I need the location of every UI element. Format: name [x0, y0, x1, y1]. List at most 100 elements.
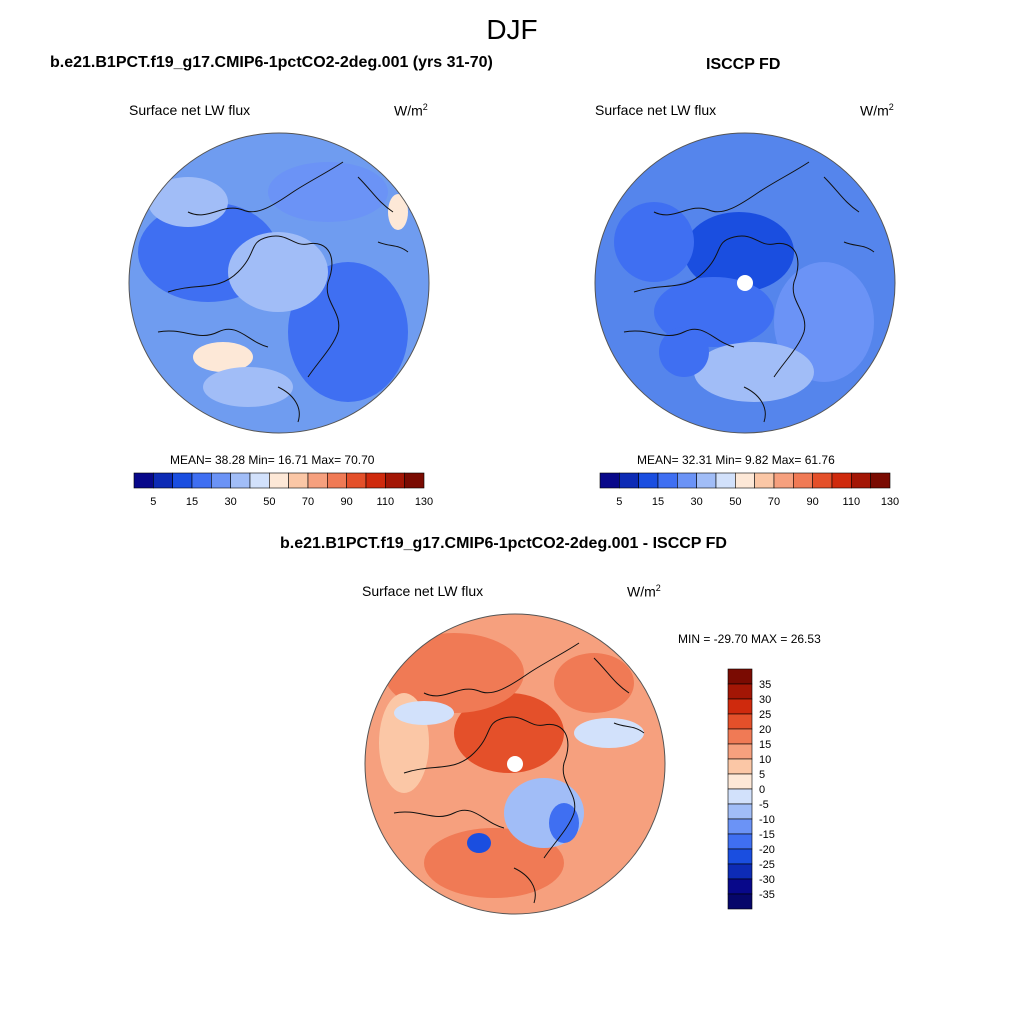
- colorbar-box: [870, 472, 891, 489]
- colorbar-tick-label: 70: [768, 496, 780, 508]
- map-field-contour: [394, 701, 454, 725]
- panel-model-title: b.e21.B1PCT.f19_g17.CMIP6-1pctCO2-2deg.0…: [50, 54, 493, 71]
- colorbar-box: [727, 683, 753, 700]
- panel-obs-units: W/m2: [860, 102, 894, 119]
- colorbar-tick-label: 110: [377, 496, 395, 508]
- colorbar-box: [133, 472, 154, 489]
- colorbar-box: [172, 472, 193, 489]
- coastline: [403, 716, 545, 774]
- missing-pole: [507, 756, 523, 772]
- map-field-contour: [454, 693, 564, 773]
- map-border: [364, 613, 666, 915]
- panel-model-variable: Surface net LW flux: [129, 102, 251, 118]
- colorbar-box: [727, 713, 753, 730]
- colorbar-box: [696, 472, 717, 489]
- map-border: [128, 132, 430, 434]
- colorbar-model: 5 15 30 50 70 90 110 130: [133, 472, 433, 508]
- colorbar-tick-label: 5: [150, 496, 156, 508]
- map-field-contour: [424, 828, 564, 898]
- colorbar-box: [715, 472, 736, 489]
- map-field-contour: [574, 718, 644, 748]
- colorbar-box: [727, 758, 753, 775]
- colorbar-box: [365, 472, 386, 489]
- colorbar-tick-label: -30: [759, 874, 775, 886]
- coastline: [277, 386, 300, 423]
- colorbar-box: [727, 698, 753, 715]
- colorbar-tick-label: 35: [759, 679, 771, 691]
- colorbar-tick-label: -5: [759, 799, 769, 811]
- colorbar-box: [812, 472, 833, 489]
- map-field-contour: [774, 262, 874, 382]
- colorbar-box: [307, 472, 328, 489]
- coastline: [187, 161, 344, 216]
- colorbar-box: [793, 472, 813, 489]
- panel-diff-title: b.e21.B1PCT.f19_g17.CMIP6-1pctCO2-2deg.0…: [280, 535, 727, 552]
- map-field-contour: [614, 202, 694, 282]
- colorbar-box: [191, 472, 212, 489]
- colorbar-box: [831, 472, 852, 489]
- coastline: [423, 642, 580, 697]
- colorbar-tick-label: 5: [759, 769, 765, 781]
- panel-obs-stats: MEAN= 32.31 Min= 9.82 Max= 61.76: [637, 453, 835, 467]
- colorbar-box: [638, 472, 659, 489]
- colorbar-box: [404, 472, 425, 489]
- coastline: [513, 867, 536, 904]
- coastline: [543, 723, 576, 859]
- colorbar-box: [851, 472, 871, 489]
- colorbar-box: [727, 743, 753, 760]
- colorbar-tick-label: -20: [759, 844, 775, 856]
- colorbar-box: [727, 818, 753, 835]
- colorbar-tick-label: 10: [759, 754, 771, 766]
- colorbar-tick-label: 130: [415, 496, 433, 508]
- colorbar-box: [727, 893, 753, 910]
- coastline: [307, 242, 340, 378]
- colorbar-box: [727, 803, 753, 820]
- map-field-contour: [554, 653, 634, 713]
- colorbar-box: [269, 472, 289, 489]
- colorbar-box: [385, 472, 405, 489]
- colorbar-tick-label: 5: [616, 496, 622, 508]
- colorbar-tick-label: -25: [759, 859, 775, 871]
- coastline: [623, 328, 735, 348]
- map-field-contour: [203, 367, 293, 407]
- colorbar-tick-label: 30: [691, 496, 703, 508]
- colorbar-box: [619, 472, 639, 489]
- map-field-contour: [659, 327, 709, 377]
- colorbar-box: [754, 472, 775, 489]
- colorbar-tick-label: 15: [759, 739, 771, 751]
- colorbar-tick-label: 20: [759, 724, 771, 736]
- colorbar-tick-label: 15: [652, 496, 664, 508]
- colorbar-tick-label: -15: [759, 829, 775, 841]
- colorbar-box: [657, 472, 678, 489]
- colorbar-tick-label: 0: [759, 784, 765, 796]
- panel-obs-title: ISCCP FD: [706, 56, 781, 73]
- colorbar-box: [727, 863, 753, 880]
- map-field-contour: [148, 177, 228, 227]
- colorbar-tick-label: -10: [759, 814, 775, 826]
- colorbar-box: [727, 728, 753, 745]
- panel-diff-units: W/m2: [627, 583, 661, 600]
- colorbar-tick-label: 50: [263, 496, 275, 508]
- colorbar-box: [288, 472, 309, 489]
- coastline: [653, 161, 810, 216]
- map-field-contour: [228, 232, 328, 312]
- coastline: [157, 328, 269, 348]
- colorbar-tick-label: 25: [759, 709, 771, 721]
- colorbar-box: [735, 472, 755, 489]
- panel-obs-variable: Surface net LW flux: [595, 102, 717, 118]
- map-field-contour: [684, 212, 794, 292]
- coastline: [743, 386, 766, 423]
- colorbar-box: [153, 472, 173, 489]
- coastline: [167, 235, 309, 293]
- colorbar-tick-label: 15: [186, 496, 198, 508]
- panel-diff-variable: Surface net LW flux: [362, 583, 484, 599]
- colorbar-tick-label: 130: [881, 496, 899, 508]
- colorbar-box: [727, 848, 753, 865]
- colorbar-tick-label: 90: [807, 496, 819, 508]
- map-border: [594, 132, 896, 434]
- panel-model-stats: MEAN= 38.28 Min= 16.71 Max= 70.70: [170, 453, 375, 467]
- missing-pole: [737, 275, 753, 291]
- colorbar-box: [327, 472, 347, 489]
- colorbar-box: [727, 878, 753, 895]
- colorbar-tick-label: 50: [729, 496, 741, 508]
